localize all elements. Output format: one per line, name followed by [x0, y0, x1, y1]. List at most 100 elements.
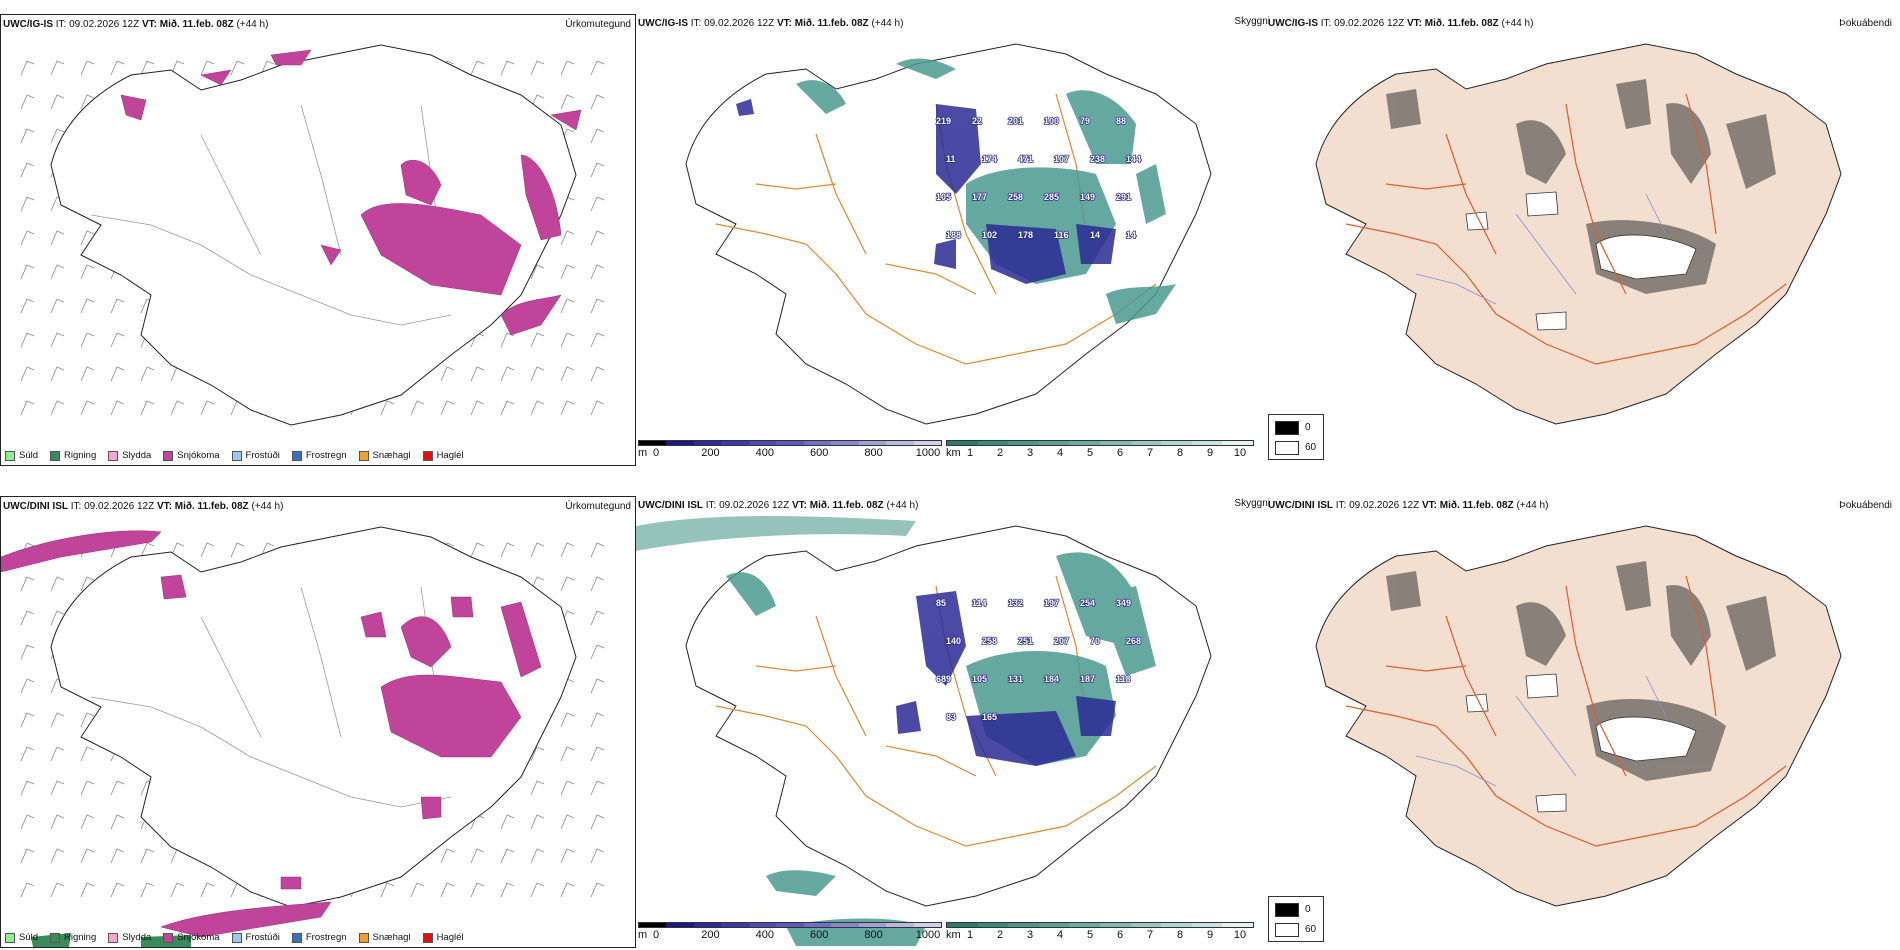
- fog-legend-swatch-bottom: [1275, 923, 1299, 937]
- wind-barb: [200, 542, 215, 558]
- legend-swatch: [5, 450, 15, 461]
- wind-barb: [20, 94, 35, 110]
- visibility-value-label: 118: [1116, 674, 1131, 684]
- panel-header: UWC/IG-IS IT: 09.02.2026 12Z VT: Mið. 11…: [3, 19, 269, 30]
- colorbar-tick-label: 4: [1056, 447, 1064, 459]
- wind-barb: [500, 542, 515, 558]
- legend-item: Snjókoma: [163, 932, 220, 943]
- colorbar-m: m 0 200 400 600 800 1000: [638, 922, 942, 946]
- visibility-value-label: 238: [1090, 154, 1105, 164]
- wind-barb: [560, 332, 575, 348]
- wind-barb: [530, 400, 545, 416]
- wind-barb: [590, 644, 605, 660]
- visibility-value-label: 177: [972, 192, 987, 202]
- wind-barb: [110, 298, 125, 314]
- wind-barb: [20, 576, 35, 592]
- wind-barb: [50, 366, 65, 382]
- colorbar-tick-label: 10: [1233, 447, 1247, 459]
- wind-barb: [140, 60, 155, 76]
- wind-barb: [20, 162, 35, 178]
- wind-barb: [410, 882, 425, 898]
- wind-barb: [500, 60, 515, 76]
- wind-barb: [560, 848, 575, 864]
- snow-areas: [1, 530, 542, 938]
- rivers: [1415, 675, 1667, 787]
- visibility-panel-row1: UWC/IG-IS IT: 09.02.2026 12Z VT: Mið. 11…: [636, 14, 1272, 466]
- colorbar-unit: km: [946, 447, 961, 459]
- wind-barb: [530, 366, 545, 382]
- glaciers: [1465, 673, 1697, 813]
- fog-legend-bottom-label: 60: [1305, 442, 1317, 453]
- wind-barb: [560, 882, 575, 898]
- visibility-value-labels: 85 114 132 197 254 349 140 258 251 207 70 268 689 105…: [935, 597, 1142, 723]
- wind-barb: [170, 882, 185, 898]
- wind-barb: [50, 298, 65, 314]
- wind-barb: [50, 264, 65, 280]
- colorbar-tick-label: 3: [1026, 929, 1034, 941]
- legend-label: Snjókoma: [177, 932, 220, 943]
- wind-barb: [20, 366, 35, 382]
- wind-barb: [140, 848, 155, 864]
- colorbar-tick-label: 200: [701, 929, 720, 941]
- rain-areas: [31, 933, 191, 947]
- colorbar-tick-label: 1000: [915, 929, 941, 941]
- wind-barb: [440, 848, 455, 864]
- visibility-value-label: 268: [1126, 636, 1141, 646]
- fog-legend-top-label: 0: [1305, 904, 1311, 915]
- visibility-value-label: 14: [1126, 230, 1136, 240]
- fog-shading: [1386, 79, 1776, 294]
- fog-legend-swatch-bottom: [1275, 441, 1299, 455]
- wind-barb: [560, 780, 575, 796]
- visibility-value-label: 107: [1054, 154, 1069, 164]
- visibility-value-label: 102: [982, 230, 997, 240]
- legend-item: Slydda: [108, 450, 151, 461]
- legend-swatch: [108, 932, 119, 943]
- wind-barb: [530, 814, 545, 830]
- colorbar-tick-label: 6: [1116, 447, 1124, 459]
- glaciers: [1465, 191, 1697, 331]
- wind-barb: [500, 400, 515, 416]
- wind-barb: [590, 576, 605, 592]
- wind-barb: [590, 746, 605, 762]
- colorbar-tick-label: 7: [1146, 447, 1154, 459]
- wind-barb: [590, 230, 605, 246]
- colorbar-tick-label: 4: [1056, 929, 1064, 941]
- wind-barb: [80, 746, 95, 762]
- colorbar-unit: m: [638, 929, 648, 941]
- legend-label: Frostúði: [245, 932, 280, 943]
- colorbar-tick-label: 400: [755, 447, 774, 459]
- wind-barb: [560, 746, 575, 762]
- wind-barb: [590, 610, 605, 626]
- visibility-value-label: 140: [946, 636, 961, 646]
- visibility-value-label: 85: [936, 598, 946, 608]
- wind-barb: [410, 400, 425, 416]
- wind-barb: [230, 542, 245, 558]
- visibility-value-label: 285: [1044, 192, 1059, 202]
- legend-label: Slydda: [122, 932, 152, 943]
- wind-barb: [500, 366, 515, 382]
- colorbar-strip: [946, 440, 1254, 446]
- wind-barb: [110, 882, 125, 898]
- colorbar-tick-label: 5: [1086, 929, 1094, 941]
- wind-barb: [530, 882, 545, 898]
- legend-swatch: [291, 450, 302, 461]
- legend-label: Snæhagl: [372, 450, 411, 461]
- wind-barb: [20, 848, 35, 864]
- panel-title: Þokuábendi: [1839, 18, 1892, 29]
- wind-barb: [80, 848, 95, 864]
- wind-barb: [110, 332, 125, 348]
- wind-barb: [20, 882, 35, 898]
- wind-barb: [20, 746, 35, 762]
- legend-swatch: [5, 932, 15, 943]
- visibility-value-label: 116: [1054, 230, 1069, 240]
- visibility-value-label: 144: [1126, 154, 1141, 164]
- fog-panel-row1: UWC/IG-IS IT: 09.02.2026 12Z VT: Mið. 11…: [1266, 14, 1900, 466]
- visibility-value-label: 22: [972, 116, 982, 126]
- wind-barb: [470, 542, 485, 558]
- wind-barb: [590, 264, 605, 280]
- legend-swatch: [108, 450, 119, 461]
- legend-label: Frostregn: [305, 932, 347, 943]
- legend-swatch: [358, 450, 369, 461]
- legend-swatch: [422, 932, 433, 943]
- visibility-value-label: 105: [972, 674, 987, 684]
